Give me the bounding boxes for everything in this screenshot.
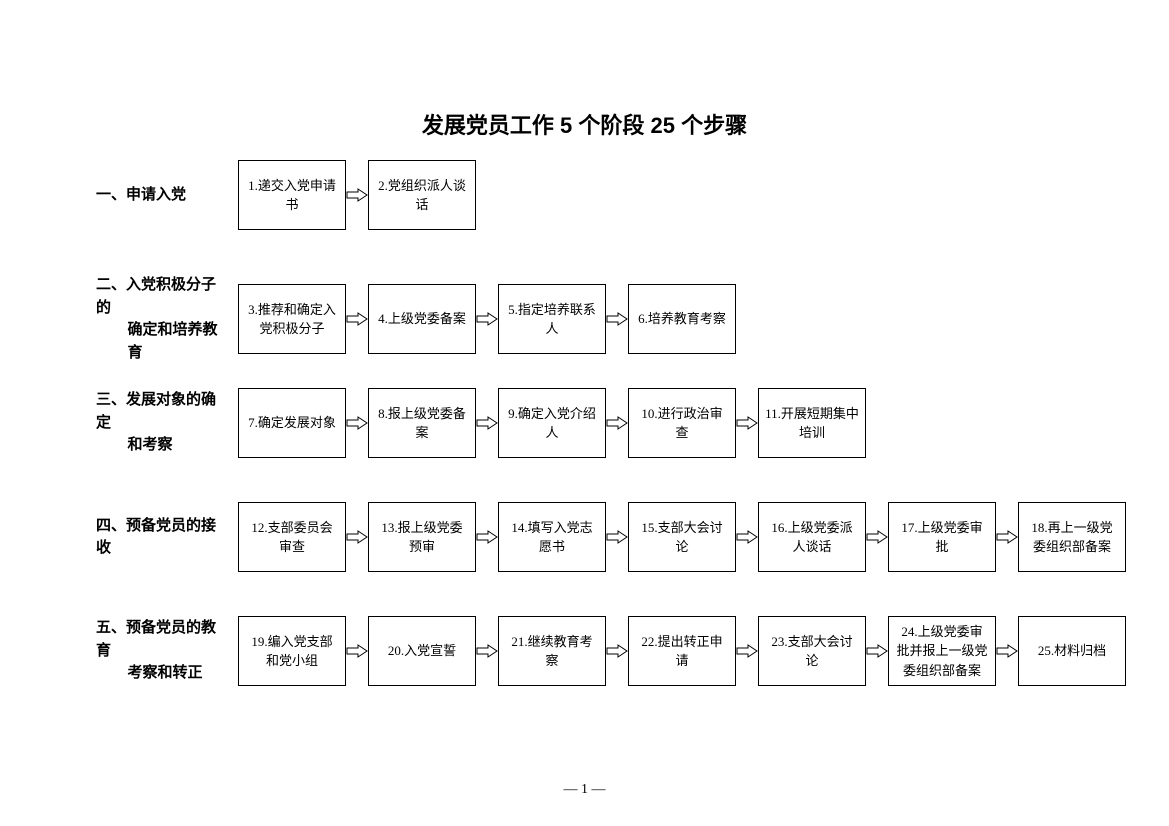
arrow-icon — [476, 644, 498, 658]
step-box: 10.进行政治审查 — [628, 388, 736, 458]
arrow-icon — [866, 644, 888, 658]
step-text: 5.指定培养联系人 — [505, 300, 599, 339]
step-text: 1.递交入党申请书 — [245, 176, 339, 215]
step-box: 24.上级党委审批并报上一级党委组织部备案 — [888, 616, 996, 686]
steps-container-3: 7.确定发展对象 8.报上级党委备案 9.确定入党介绍人 10.进行政治审查 11.开展… — [238, 388, 866, 458]
step-box: 4.上级党委备案 — [368, 284, 476, 354]
step-box: 15.支部大会讨论 — [628, 502, 736, 572]
step-text: 13.报上级党委预审 — [375, 518, 469, 557]
step-box: 7.确定发展对象 — [238, 388, 346, 458]
step-text: 14.填写入党志愿书 — [505, 518, 599, 557]
phase-label-5: 五、预备党员的教育 考察和转正 — [96, 617, 238, 685]
step-text: 15.支部大会讨论 — [635, 518, 729, 557]
arrow-icon — [606, 530, 628, 544]
step-text: 23.支部大会讨论 — [765, 632, 859, 671]
arrow-icon — [346, 188, 368, 202]
arrow-icon — [606, 416, 628, 430]
arrow-icon — [476, 416, 498, 430]
steps-container-4: 12.支部委员会审查 13.报上级党委预审 14.填写入党志愿书 15.支部大会讨论 1… — [238, 502, 1126, 572]
step-text: 24.上级党委审批并报上一级党委组织部备案 — [895, 622, 989, 681]
step-box: 6.培养教育考察 — [628, 284, 736, 354]
step-box: 19.编入党支部和党小组 — [238, 616, 346, 686]
step-text: 8.报上级党委备案 — [375, 404, 469, 443]
step-text: 4.上级党委备案 — [378, 309, 466, 329]
step-text: 17.上级党委审批 — [895, 518, 989, 557]
arrow-icon — [866, 530, 888, 544]
phase-label-2-text2: 确定和培养教育 — [96, 319, 230, 364]
arrow-icon — [346, 312, 368, 326]
arrow-icon — [736, 416, 758, 430]
arrow-icon — [346, 530, 368, 544]
arrow-icon — [606, 644, 628, 658]
step-box: 8.报上级党委备案 — [368, 388, 476, 458]
steps-container-2: 3.推荐和确定入党积极分子 4.上级党委备案 5.指定培养联系人 6.培养教育考察 — [238, 284, 736, 354]
phase-label-3-text: 三、发展对象的确定 — [96, 391, 216, 431]
step-box: 2.党组织派人谈话 — [368, 160, 476, 230]
step-box: 22.提出转正申请 — [628, 616, 736, 686]
step-box: 13.报上级党委预审 — [368, 502, 476, 572]
arrow-icon — [476, 312, 498, 326]
step-box: 25.材料归档 — [1018, 616, 1126, 686]
phase-row-5: 五、预备党员的教育 考察和转正 19.编入党支部和党小组 20.入党宣誓 21.继续… — [96, 616, 1126, 686]
phase-label-1: 一、申请入党 — [96, 184, 238, 207]
page-number: — 1 — — [0, 782, 1169, 798]
step-box: 23.支部大会讨论 — [758, 616, 866, 686]
page-title: 发展党员工作 5 个阶段 25 个步骤 — [0, 108, 1169, 140]
arrow-icon — [346, 416, 368, 430]
step-box: 16.上级党委派人谈话 — [758, 502, 866, 572]
step-text: 12.支部委员会审查 — [245, 518, 339, 557]
step-text: 2.党组织派人谈话 — [375, 176, 469, 215]
step-text: 10.进行政治审查 — [635, 404, 729, 443]
step-text: 3.推荐和确定入党积极分子 — [245, 300, 339, 339]
arrow-icon — [476, 530, 498, 544]
phase-row-1: 一、申请入党 1.递交入党申请书 2.党组织派人谈话 — [96, 160, 476, 230]
arrow-icon — [606, 312, 628, 326]
phase-label-2: 二、入党积极分子的 确定和培养教育 — [96, 274, 238, 364]
arrow-icon — [736, 530, 758, 544]
arrow-icon — [346, 644, 368, 658]
phase-row-3: 三、发展对象的确定 和考察 7.确定发展对象 8.报上级党委备案 9.确定入党介绍人… — [96, 388, 866, 458]
step-box: 3.推荐和确定入党积极分子 — [238, 284, 346, 354]
step-text: 6.培养教育考察 — [638, 309, 726, 329]
step-box: 21.继续教育考察 — [498, 616, 606, 686]
step-text: 25.材料归档 — [1038, 641, 1106, 661]
arrow-icon — [996, 644, 1018, 658]
step-text: 19.编入党支部和党小组 — [245, 632, 339, 671]
step-text: 16.上级党委派人谈话 — [765, 518, 859, 557]
phase-label-4: 四、预备党员的接收 — [96, 515, 238, 560]
step-box: 9.确定入党介绍人 — [498, 388, 606, 458]
steps-container-1: 1.递交入党申请书 2.党组织派人谈话 — [238, 160, 476, 230]
step-box: 11.开展短期集中培训 — [758, 388, 866, 458]
arrow-icon — [736, 644, 758, 658]
phase-label-5-text: 五、预备党员的教育 — [96, 619, 216, 659]
step-text: 21.继续教育考察 — [505, 632, 599, 671]
phase-row-2: 二、入党积极分子的 确定和培养教育 3.推荐和确定入党积极分子 4.上级党委备案 5… — [96, 274, 736, 364]
phase-label-2-text: 二、入党积极分子的 — [96, 276, 216, 316]
step-box: 5.指定培养联系人 — [498, 284, 606, 354]
step-text: 22.提出转正申请 — [635, 632, 729, 671]
step-box: 18.再上一级党委组织部备案 — [1018, 502, 1126, 572]
step-box: 17.上级党委审批 — [888, 502, 996, 572]
step-box: 1.递交入党申请书 — [238, 160, 346, 230]
phase-label-3: 三、发展对象的确定 和考察 — [96, 389, 238, 457]
step-box: 20.入党宣誓 — [368, 616, 476, 686]
phase-label-4-text: 四、预备党员的接收 — [96, 517, 216, 557]
step-box: 14.填写入党志愿书 — [498, 502, 606, 572]
phase-row-4: 四、预备党员的接收 12.支部委员会审查 13.报上级党委预审 14.填写入党志愿书… — [96, 502, 1126, 572]
steps-container-5: 19.编入党支部和党小组 20.入党宣誓 21.继续教育考察 22.提出转正申请 23.… — [238, 616, 1126, 686]
phase-label-5-text2: 考察和转正 — [96, 662, 230, 685]
step-box: 12.支部委员会审查 — [238, 502, 346, 572]
phase-label-3-text2: 和考察 — [96, 434, 230, 457]
step-text: 11.开展短期集中培训 — [765, 404, 859, 443]
step-text: 9.确定入党介绍人 — [505, 404, 599, 443]
arrow-icon — [996, 530, 1018, 544]
step-text: 7.确定发展对象 — [248, 413, 336, 433]
phase-label-1-text: 一、申请入党 — [96, 186, 186, 203]
step-text: 18.再上一级党委组织部备案 — [1025, 518, 1119, 557]
step-text: 20.入党宣誓 — [388, 641, 456, 661]
